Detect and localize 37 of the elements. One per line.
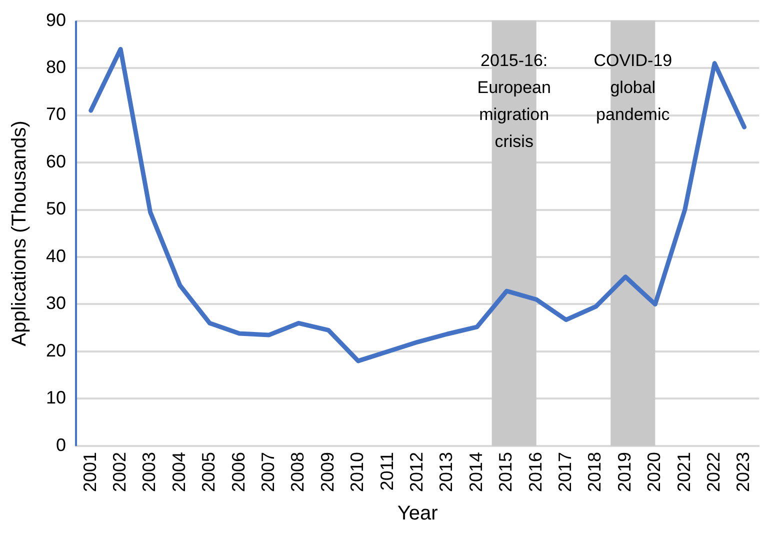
y-tick-label: 10 <box>46 388 66 408</box>
band-label: COVID-19 global pandemic <box>594 50 672 124</box>
x-tick-label: 2010 <box>347 452 368 492</box>
x-tick-label: 2008 <box>288 452 308 492</box>
x-axis-title: Year <box>397 502 438 525</box>
x-tick-label: 2006 <box>228 452 248 492</box>
x-tick-label: 2017 <box>555 452 576 492</box>
x-tick-label: 2014 <box>466 452 486 492</box>
x-tick-label: 2022 <box>704 452 724 492</box>
x-tick-label: 2004 <box>168 452 189 492</box>
x-tick-label: 2023 <box>733 452 754 492</box>
y-tick-label: 40 <box>46 246 66 266</box>
y-tick-label: 90 <box>46 10 66 30</box>
x-tick-label: 2011 <box>376 452 397 491</box>
x-tick-label: 2018 <box>584 452 605 492</box>
x-tick-label: 2007 <box>258 452 278 492</box>
y-tick-label: 70 <box>46 104 66 124</box>
x-tick-label: 2021 <box>674 452 694 492</box>
x-tick-label: 2002 <box>110 452 130 492</box>
x-tick-label: 2005 <box>198 452 219 492</box>
x-tick-label: 2003 <box>139 452 160 492</box>
x-tick-label: 2001 <box>80 452 100 492</box>
y-tick-label: 20 <box>46 340 66 360</box>
x-tick-label: 2013 <box>436 452 456 492</box>
x-tick-label: 2016 <box>525 452 546 492</box>
x-tick-label: 2020 <box>644 452 664 492</box>
x-tick-label: 2019 <box>614 452 634 492</box>
y-tick-label: 50 <box>46 198 66 219</box>
y-tick-label: 80 <box>46 57 66 78</box>
band-label: 2015-16: European migration crisis <box>477 50 551 151</box>
y-tick-label: 30 <box>46 293 66 314</box>
y-axis-title: Applications (Thousands) <box>8 120 31 346</box>
y-tick-label: 60 <box>46 151 66 172</box>
x-tick-label: 2015 <box>496 452 516 492</box>
x-tick-label: 2012 <box>406 452 427 492</box>
y-tick-label: 0 <box>56 434 66 455</box>
x-tick-label: 2009 <box>317 452 338 492</box>
